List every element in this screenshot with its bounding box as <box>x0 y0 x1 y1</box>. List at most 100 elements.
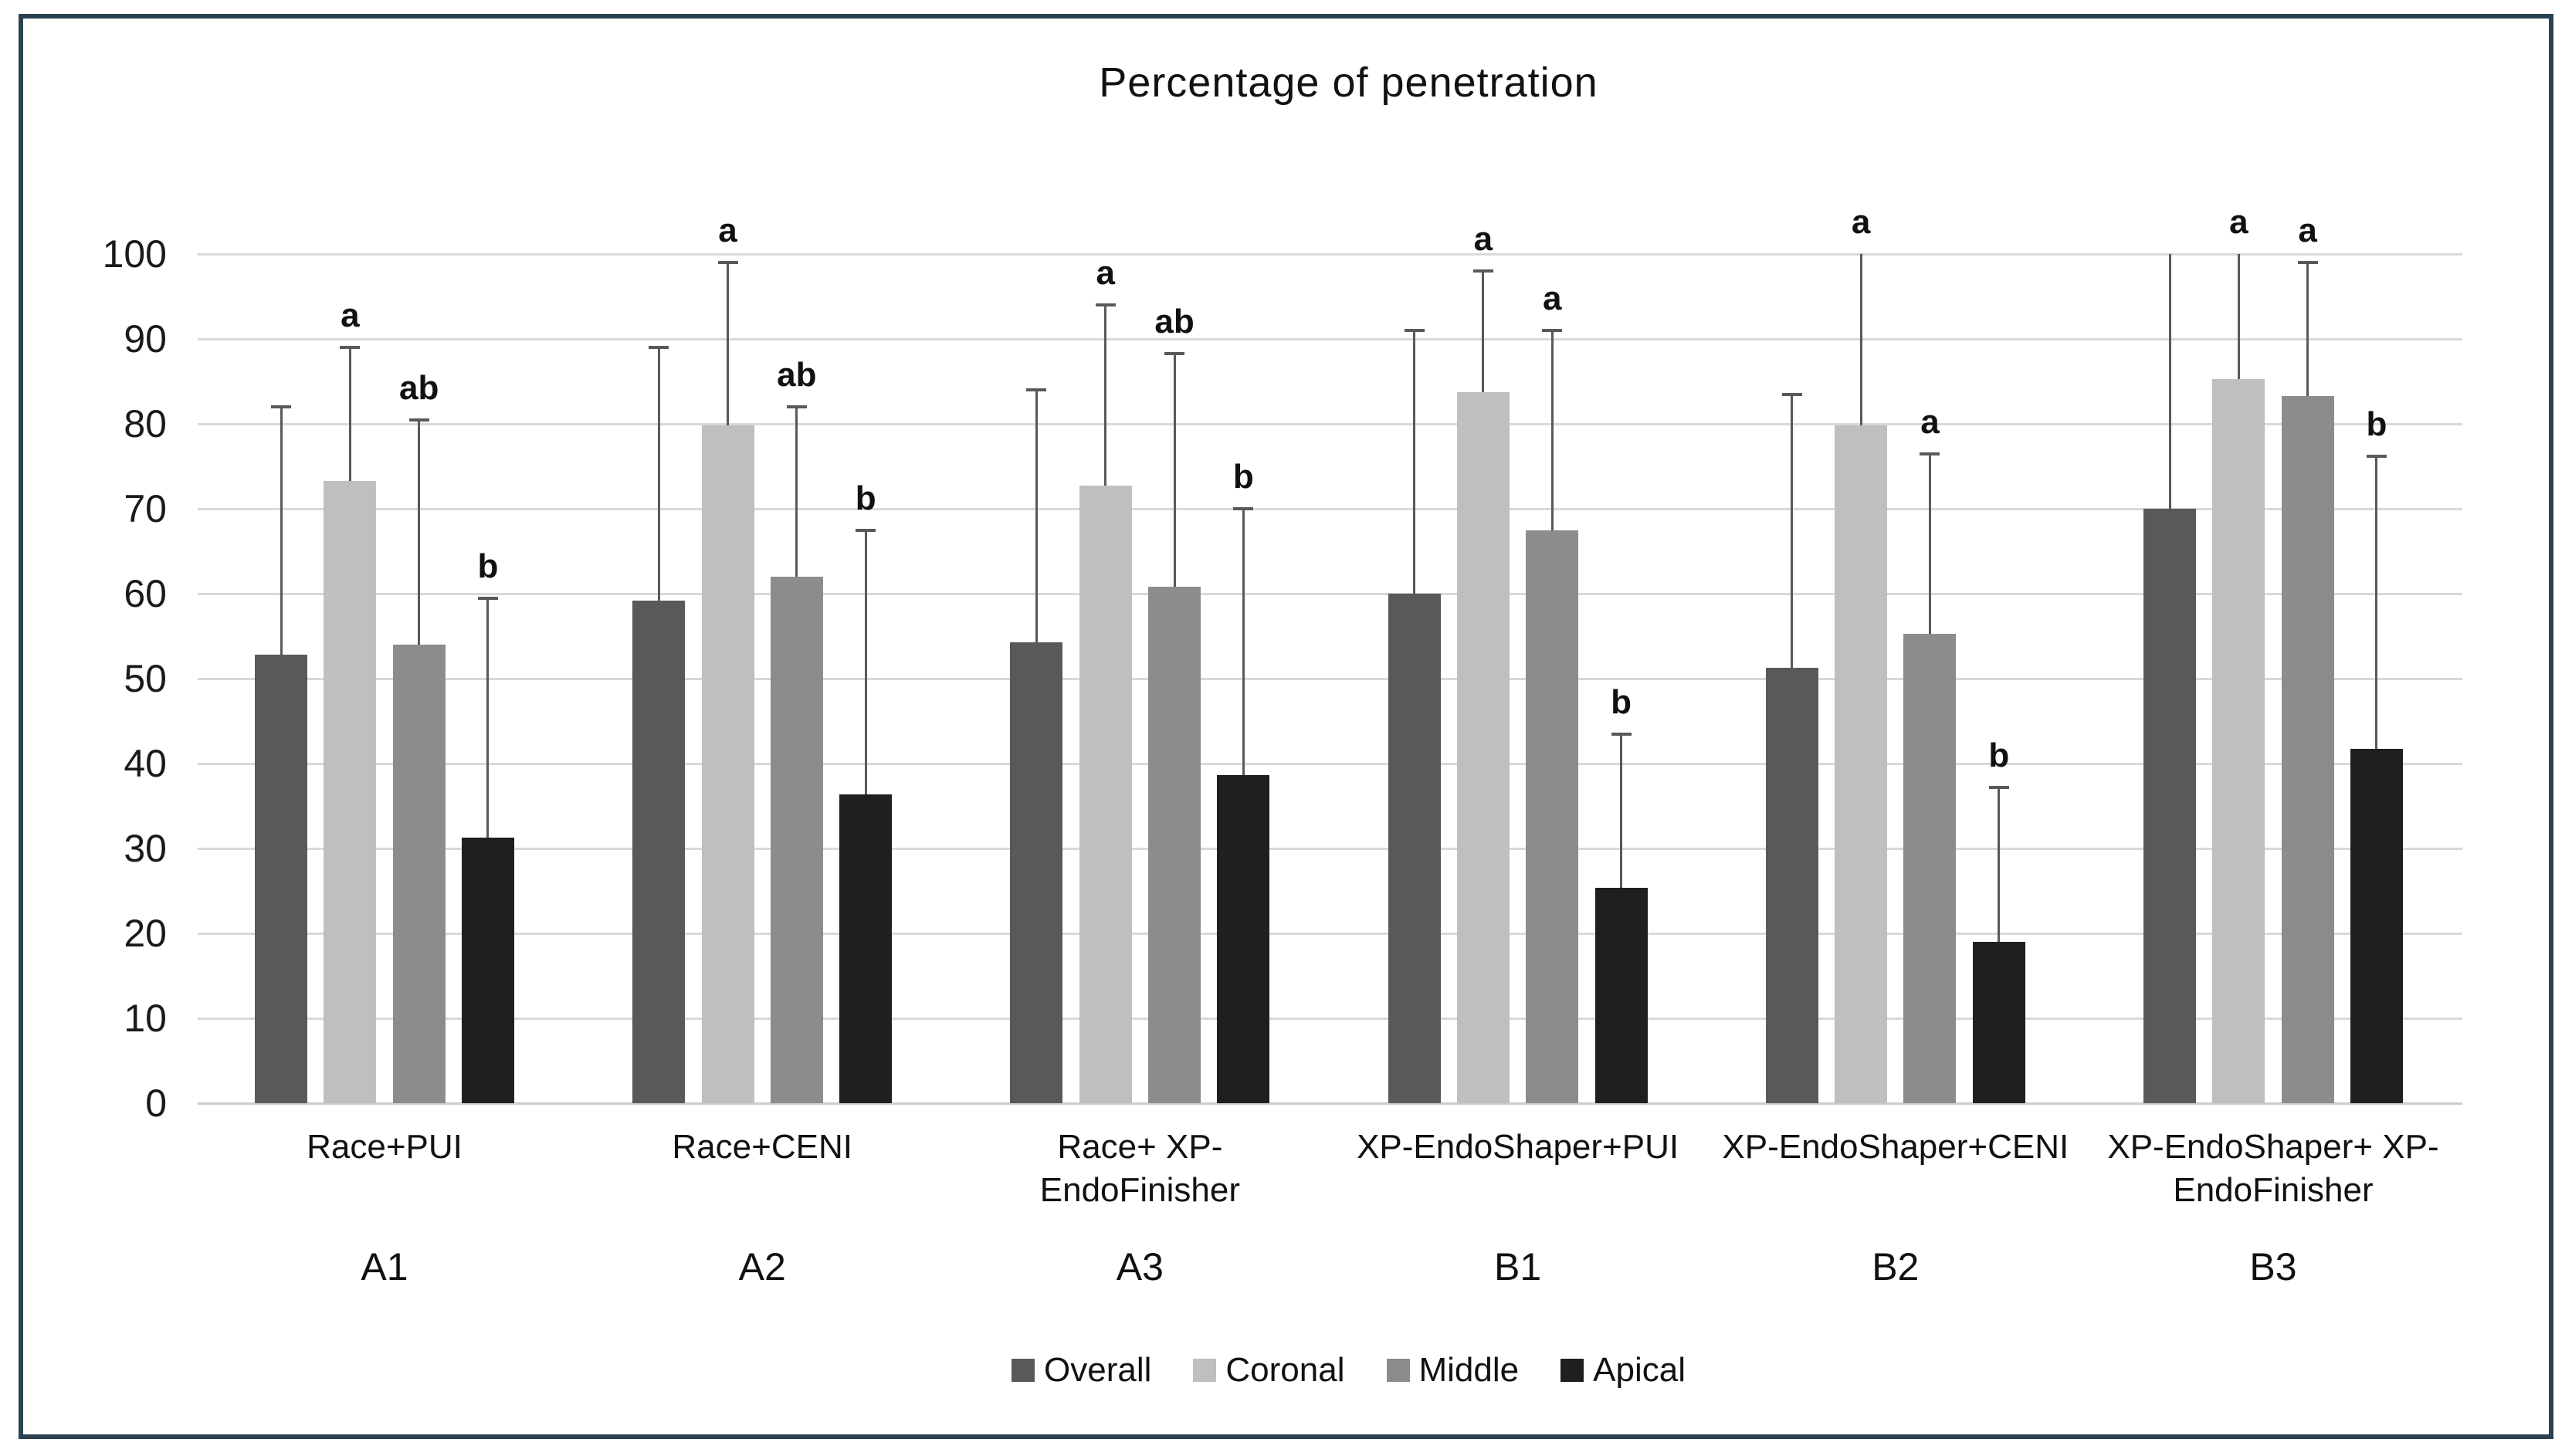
error-bar-B3-coronal <box>2237 254 2240 379</box>
bar-A2-apical <box>839 794 893 1103</box>
error-cap-B1-coronal <box>1472 269 1493 273</box>
error-bar-A2-overall <box>657 347 660 601</box>
error-bar-A3-coronal <box>1104 305 1107 486</box>
legend: Overall Coronal Middle Apical <box>216 1351 2481 1390</box>
sig-letter-B3-middle: a <box>2298 212 2317 249</box>
group-label-B2: B2 <box>1872 1245 1920 1288</box>
error-cap-A2-middle <box>786 405 807 408</box>
bar-B3-coronal <box>2212 378 2265 1103</box>
legend-label-overall: Overall <box>1044 1351 1152 1389</box>
error-bar-A1-apical <box>486 598 490 838</box>
y-tick-label: 60 <box>124 572 167 615</box>
gridline-80 <box>198 423 2462 425</box>
sig-letter-B2-coronal: a <box>1851 203 1871 241</box>
legend-swatch-coronal <box>1193 1359 1217 1382</box>
legend-label-middle: Middle <box>1418 1351 1520 1389</box>
chart-title: Percentage of penetration <box>1099 59 1598 106</box>
gridline-100 <box>198 253 2462 256</box>
y-tick-label: 30 <box>124 827 167 870</box>
x-tick-label-B3: XP-EndoShaper+ XP- EndoFinisher <box>2107 1128 2439 1209</box>
y-tick-label: 40 <box>124 742 167 785</box>
error-cap-B3-middle <box>2297 261 2318 264</box>
sig-letter-B1-apical: b <box>1611 682 1632 721</box>
legend-swatch-apical <box>1560 1359 1584 1382</box>
error-cap-B1-overall <box>1404 329 1425 332</box>
x-tick-label-B2: XP-EndoShaper+CENI <box>1722 1128 2069 1166</box>
sig-letter-B2-apical: b <box>1988 736 2010 774</box>
sig-letter-B2-middle: a <box>1920 402 1940 441</box>
bar-A3-middle <box>1148 587 1201 1103</box>
group-label-A1: A1 <box>361 1245 408 1288</box>
error-bar-B1-middle <box>1550 330 1554 530</box>
gridline-60 <box>198 593 2462 595</box>
gridline-30 <box>198 848 2462 850</box>
gridline-50 <box>198 678 2462 680</box>
error-bar-A1-middle <box>418 419 421 645</box>
sig-letter-A1-apical: b <box>477 547 499 585</box>
error-bar-B2-coronal <box>1859 254 1862 426</box>
bar-A1-overall <box>255 655 307 1103</box>
bar-B1-middle <box>1526 530 1579 1103</box>
error-cap-B2-apical <box>1988 785 2009 789</box>
y-tick-label: 90 <box>124 317 167 361</box>
legend-swatch-middle <box>1386 1359 1410 1382</box>
gridline-20 <box>198 933 2462 935</box>
legend-item-overall: Overall <box>1012 1351 1151 1390</box>
sig-letter-A3-apical: b <box>1232 458 1254 496</box>
y-tick-label: 100 <box>102 232 167 276</box>
group-label-B1: B1 <box>1494 1245 1542 1288</box>
x-tick-label-A3: Race+ XP- EndoFinisher <box>1039 1128 1241 1209</box>
y-tick-label: 20 <box>124 912 167 955</box>
error-cap-A3-apical <box>1233 507 1254 510</box>
sig-letter-A2-coronal: a <box>718 212 737 249</box>
error-cap-B2-overall <box>1781 392 1802 396</box>
sig-letter-B3-coronal: a <box>2229 203 2248 241</box>
bar-A3-overall <box>1010 642 1063 1103</box>
sig-letter-A2-middle: ab <box>777 356 817 394</box>
error-bar-B2-middle <box>1928 453 1931 634</box>
bar-A1-middle <box>392 645 446 1103</box>
error-cap-A2-apical <box>856 528 876 532</box>
y-tick-label: 70 <box>124 487 167 530</box>
gridline-0 <box>198 1102 2462 1105</box>
error-cap-A1-overall <box>271 405 291 408</box>
sig-letter-A3-coronal: a <box>1096 254 1115 292</box>
bar-B3-apical <box>2350 749 2403 1103</box>
error-bar-A2-coronal <box>727 262 730 426</box>
gridline-40 <box>198 763 2462 765</box>
error-bar-B2-apical <box>1998 787 2001 942</box>
bar-B3-overall <box>2143 509 2196 1103</box>
bar-B3-middle <box>2281 395 2334 1103</box>
error-bar-A3-middle <box>1173 353 1176 587</box>
error-bar-B1-coronal <box>1482 271 1485 393</box>
legend-label-apical: Apical <box>1593 1351 1686 1389</box>
legend-swatch-overall <box>1012 1359 1035 1382</box>
error-bar-B3-middle <box>2306 262 2309 396</box>
gridline-90 <box>198 338 2462 340</box>
error-bar-A1-overall <box>280 407 283 655</box>
legend-label-coronal: Coronal <box>1225 1351 1345 1389</box>
bar-B2-overall <box>1765 667 1818 1103</box>
error-cap-A1-apical <box>477 596 498 600</box>
sig-letter-A2-apical: b <box>855 479 876 517</box>
bar-A1-coronal <box>324 480 377 1103</box>
legend-item-middle: Middle <box>1386 1351 1520 1390</box>
group-label-B3: B3 <box>2249 1245 2297 1288</box>
bar-B2-middle <box>1903 633 1957 1103</box>
bar-B1-coronal <box>1456 392 1510 1103</box>
legend-item-apical: Apical <box>1560 1351 1686 1390</box>
error-bar-A3-apical <box>1242 509 1245 776</box>
error-bar-A1-coronal <box>348 347 351 481</box>
error-cap-A3-overall <box>1026 388 1047 391</box>
error-cap-B1-middle <box>1542 329 1563 332</box>
sig-letter-B1-middle: a <box>1543 279 1562 317</box>
bar-A2-coronal <box>701 425 754 1103</box>
error-bar-B3-overall <box>2168 254 2171 509</box>
x-tick-label-B1: XP-EndoShaper+PUI <box>1357 1128 1679 1166</box>
bar-B2-apical <box>1972 942 2025 1103</box>
legend-item-coronal: Coronal <box>1193 1351 1345 1390</box>
error-cap-A1-coronal <box>340 346 361 349</box>
group-label-A2: A2 <box>738 1245 786 1288</box>
y-tick-label: 10 <box>124 997 167 1040</box>
bar-B2-coronal <box>1835 425 1888 1103</box>
